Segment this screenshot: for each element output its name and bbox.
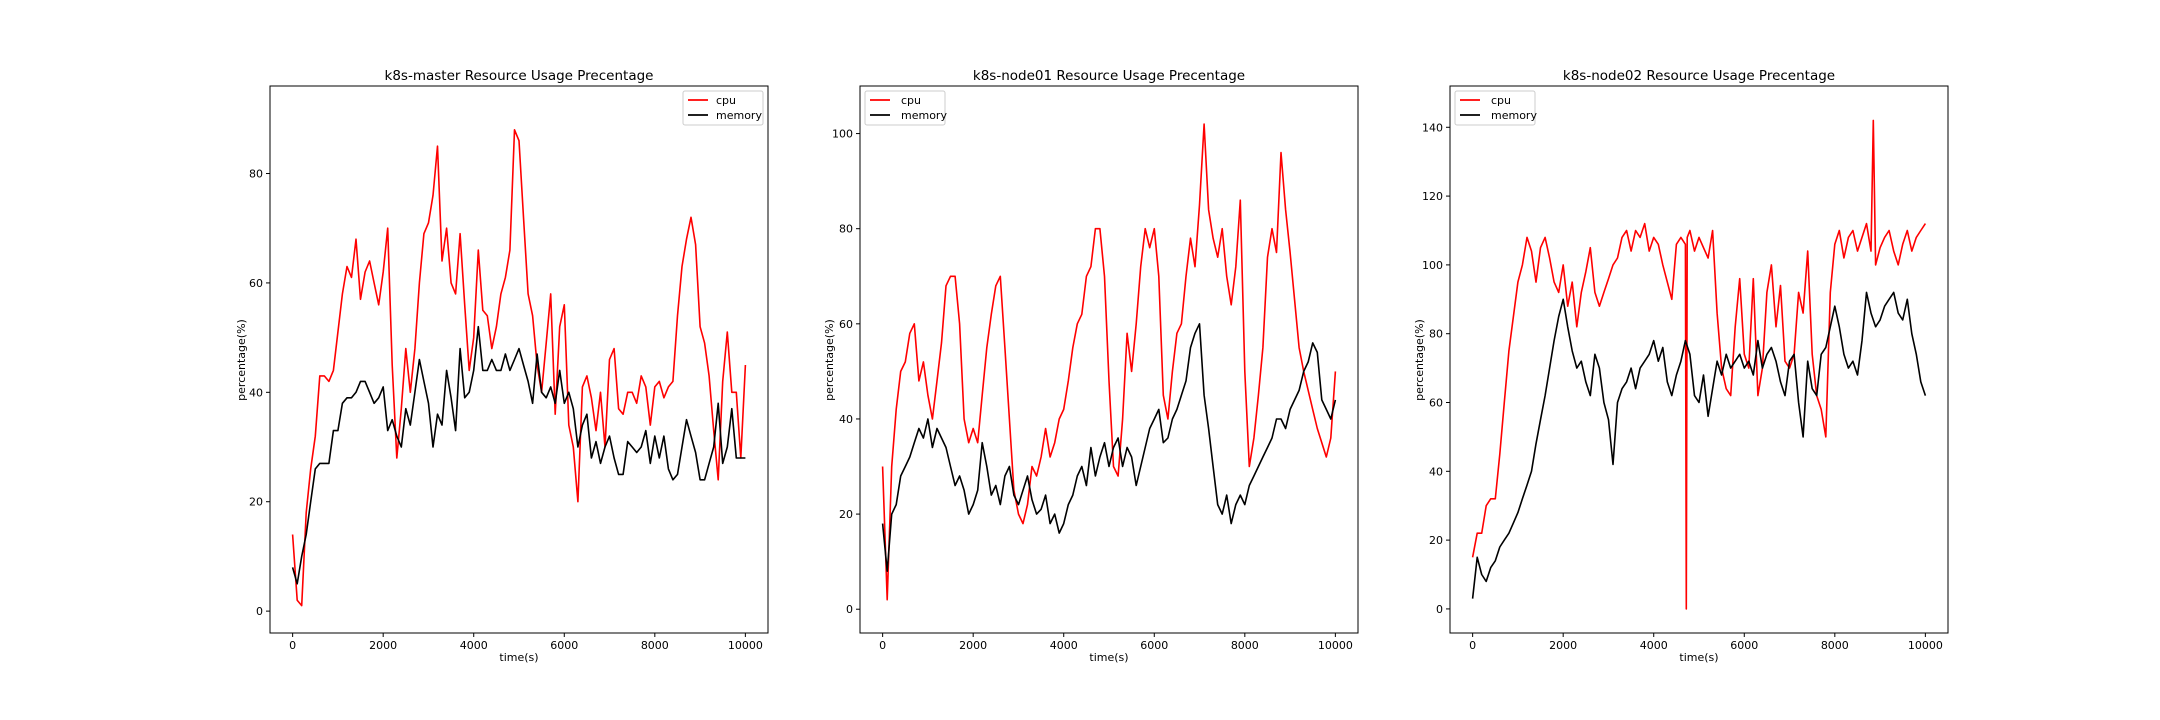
legend-label-memory: memory (901, 109, 947, 122)
y-tick-label: 20 (839, 508, 853, 521)
x-tick-label: 0 (879, 639, 886, 652)
x-tick-label: 6000 (1140, 639, 1168, 652)
series-lines (1471, 119, 1927, 610)
x-tick-label: 2000 (959, 639, 987, 652)
chart-panel-k8s-node01: k8s-node01 Resource Usage Precentage tim… (823, 68, 1359, 664)
series-lines (881, 123, 1337, 601)
y-tick-label: 0 (846, 603, 853, 616)
y-tick-label: 60 (839, 318, 853, 331)
x-tick-label: 8000 (1231, 639, 1259, 652)
y-tick-label: 40 (249, 386, 263, 399)
y-tick-label: 120 (1422, 190, 1443, 203)
chart-title: k8s-node01 Resource Usage Precentage (973, 68, 1245, 84)
y-tick-label: 80 (1429, 328, 1443, 341)
legend-label-memory: memory (716, 109, 762, 122)
x-axis-label: time(s) (499, 651, 538, 664)
y-tick-label: 100 (832, 128, 853, 141)
y-tick-label: 60 (1429, 397, 1443, 410)
x-tick-label: 6000 (550, 639, 578, 652)
x-tick-label: 2000 (1549, 639, 1577, 652)
series-line-cpu (881, 123, 1337, 601)
x-axis-label: time(s) (1089, 651, 1128, 664)
x-tick-label: 10000 (728, 639, 763, 652)
y-tick-label: 0 (256, 605, 263, 618)
legend-label-cpu: cpu (1491, 94, 1511, 107)
x-tick-label: 6000 (1730, 639, 1758, 652)
series-line-memory (1471, 291, 1927, 599)
y-axis-label: percentage(%) (235, 319, 248, 401)
legend-label-cpu: cpu (716, 94, 736, 107)
series-lines (291, 129, 747, 607)
series-line-cpu (291, 129, 747, 607)
series-line-memory (881, 322, 1337, 573)
y-tick-label: 40 (839, 413, 853, 426)
x-tick-label: 2000 (369, 639, 397, 652)
x-tick-label: 0 (1469, 639, 1476, 652)
x-tick-label: 4000 (460, 639, 488, 652)
series-line-cpu (1471, 119, 1927, 610)
legend-label-memory: memory (1491, 109, 1537, 122)
y-tick-label: 100 (1422, 259, 1443, 272)
y-axis-label: percentage(%) (823, 319, 836, 401)
x-tick-label: 0 (289, 639, 296, 652)
y-tick-label: 60 (249, 277, 263, 290)
axes-frame (859, 85, 1359, 634)
y-tick-label: 20 (1429, 534, 1443, 547)
x-tick-label: 4000 (1640, 639, 1668, 652)
chart-panel-k8s-node02: k8s-node02 Resource Usage Precentage tim… (1413, 68, 1949, 664)
y-tick-label: 140 (1422, 121, 1443, 134)
y-tick-label: 80 (839, 223, 853, 236)
chart-title: k8s-node02 Resource Usage Precentage (1563, 68, 1835, 84)
x-axis-label: time(s) (1679, 651, 1718, 664)
y-tick-label: 0 (1436, 603, 1443, 616)
x-tick-label: 4000 (1050, 639, 1078, 652)
x-tick-label: 8000 (1821, 639, 1849, 652)
y-axis-label: percentage(%) (1413, 319, 1426, 401)
chart-title: k8s-master Resource Usage Precentage (385, 68, 654, 84)
y-tick-label: 40 (1429, 465, 1443, 478)
x-tick-label: 10000 (1908, 639, 1943, 652)
axes-frame (1449, 85, 1949, 634)
series-line-memory (291, 325, 746, 585)
chart-panel-k8s-master: k8s-master Resource Usage Precentage tim… (235, 68, 769, 664)
x-tick-label: 8000 (641, 639, 669, 652)
x-tick-label: 10000 (1318, 639, 1353, 652)
legend-label-cpu: cpu (901, 94, 921, 107)
y-tick-label: 80 (249, 168, 263, 181)
y-tick-label: 20 (249, 496, 263, 509)
axes-frame (269, 85, 769, 634)
